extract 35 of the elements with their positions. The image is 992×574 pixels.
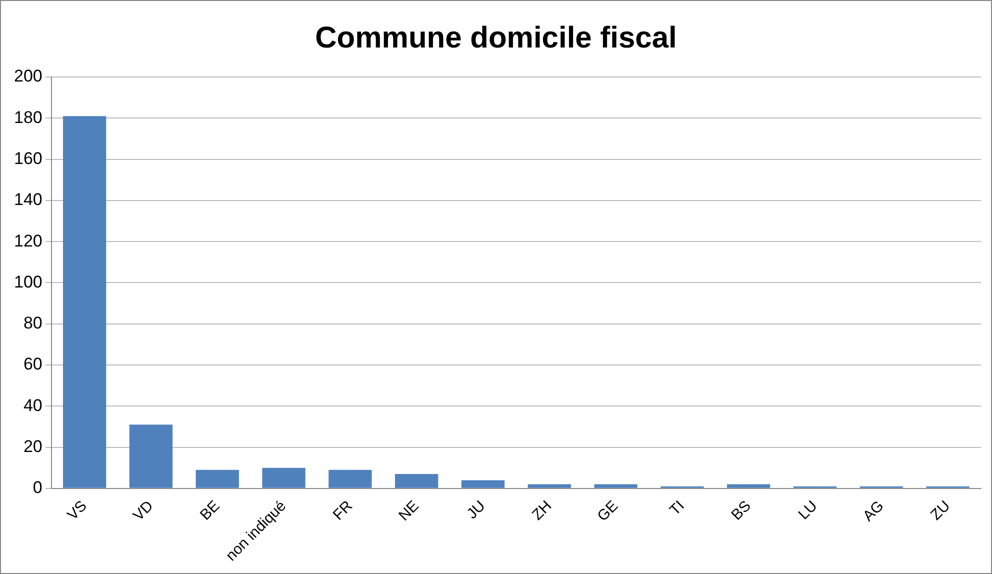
bar bbox=[196, 470, 239, 488]
y-tick-label: 140 bbox=[14, 190, 42, 210]
y-tick-label: 20 bbox=[23, 436, 42, 456]
x-tick-label: VD bbox=[130, 497, 157, 524]
x-tick-label: FR bbox=[330, 497, 356, 524]
bar bbox=[328, 470, 372, 488]
x-tick-label: LU bbox=[795, 498, 821, 524]
bar bbox=[62, 116, 106, 488]
y-tick-label: 180 bbox=[14, 108, 42, 127]
y-tick-label: 100 bbox=[14, 272, 42, 292]
y-tick-label: 0 bbox=[32, 478, 42, 498]
x-tick-label: BS bbox=[728, 498, 754, 524]
x-tick-label: VS bbox=[64, 498, 90, 524]
y-tick-label: 60 bbox=[23, 354, 42, 374]
x-tick-label: NE bbox=[396, 498, 422, 524]
chart-title: Commune domicile fiscal bbox=[315, 21, 677, 54]
x-tick-label: JU bbox=[464, 498, 489, 523]
x-tick-label: BE bbox=[196, 498, 224, 524]
x-tick-label: GE bbox=[594, 498, 622, 525]
x-tick-label: ZH bbox=[528, 498, 556, 524]
x-tick-label: TI bbox=[666, 498, 688, 519]
bar bbox=[129, 424, 173, 488]
y-tick-label: 200 bbox=[14, 66, 42, 86]
y-tick-label: 160 bbox=[14, 148, 42, 168]
bar bbox=[528, 484, 571, 488]
x-tick-label: ZU bbox=[927, 498, 954, 524]
y-tick-label: 80 bbox=[23, 314, 42, 333]
bar bbox=[727, 484, 770, 488]
bar bbox=[394, 474, 438, 488]
bar bbox=[262, 468, 306, 488]
y-tick-label: 120 bbox=[14, 231, 42, 250]
y-tick-label: 40 bbox=[23, 396, 42, 415]
x-tick-label: AG bbox=[860, 498, 888, 525]
bar bbox=[461, 480, 505, 488]
bar bbox=[594, 484, 638, 488]
